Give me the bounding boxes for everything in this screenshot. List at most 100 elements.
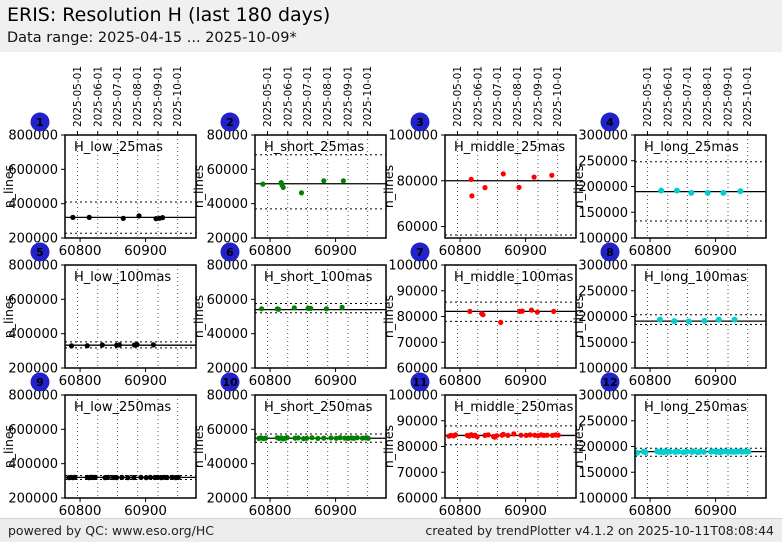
- data-point: [134, 342, 140, 348]
- date-tick-label: 2025-08-01: [702, 66, 714, 127]
- y-tick-label: 300000: [578, 389, 628, 404]
- plot-label: H_short_250mas: [264, 400, 373, 415]
- data-point: [175, 474, 181, 480]
- data-point: [745, 448, 752, 455]
- data-point: [328, 435, 334, 441]
- subplot-H_long_25mas: 2025-05-01 2025-06-01 2025-07-01 2025-08-01…: [571, 66, 767, 259]
- data-point: [262, 435, 269, 441]
- y-tick-label: 200000: [578, 310, 628, 325]
- data-point: [131, 474, 137, 481]
- data-point: [551, 308, 557, 314]
- y-tick-label: 800000: [8, 129, 58, 144]
- x-tick-label: 60800: [59, 503, 102, 518]
- plot-frame: [254, 394, 387, 499]
- date-tick-label: 2025-09-01: [723, 66, 735, 127]
- data-point: [298, 190, 305, 196]
- date-tick-label: 2025-09-01: [533, 66, 545, 127]
- plot-label: H_short_25mas: [264, 140, 364, 155]
- x-tick-label: 60900: [314, 373, 357, 389]
- data-point: [673, 187, 680, 194]
- y-tick-label: 250000: [578, 284, 628, 299]
- data-point: [658, 187, 665, 194]
- plot-frame: [254, 134, 387, 239]
- date-tick-label: 2025-06-01: [282, 66, 294, 127]
- data-point: [365, 435, 371, 441]
- data-point: [72, 474, 78, 480]
- y-tick-label: 200000: [578, 440, 628, 455]
- y-axis-label: n_lines: [191, 425, 206, 468]
- data-point: [143, 475, 149, 481]
- y-tick-label: 600000: [8, 293, 58, 308]
- data-point: [701, 317, 708, 324]
- y-tick-label: 800000: [8, 259, 58, 274]
- data-point: [527, 432, 533, 438]
- data-point: [138, 474, 144, 480]
- y-tick-label: 400000: [8, 327, 58, 342]
- plot-badge-number: 1: [36, 116, 44, 129]
- x-tick-label: 60800: [249, 373, 292, 389]
- date-tick-label: 2025-06-01: [662, 66, 674, 127]
- data-point: [500, 431, 506, 437]
- x-tick-label: 60900: [314, 243, 357, 259]
- plot-area: [65, 265, 196, 368]
- y-tick-label: 100000: [578, 362, 628, 377]
- subplot-H_long_250mas: H_long_250mas 300000 250000 200000 150000 100…: [571, 372, 767, 519]
- data-point: [86, 214, 92, 220]
- data-point: [116, 342, 122, 348]
- y-tick-label: 70000: [397, 336, 438, 351]
- plot-badge: [600, 372, 620, 392]
- y-tick-label: 80000: [207, 389, 248, 404]
- data-point: [498, 319, 504, 325]
- y-tick-label: 80000: [397, 174, 438, 189]
- data-point: [276, 306, 282, 312]
- date-tick-label: 2025-05-01: [262, 66, 274, 127]
- data-point: [308, 305, 314, 311]
- data-point: [452, 432, 459, 438]
- y-tick-label: 400000: [8, 197, 58, 212]
- data-point: [68, 343, 75, 349]
- data-point: [160, 215, 166, 221]
- y-tick-label: 80000: [397, 440, 438, 455]
- plot-badge: [30, 242, 50, 262]
- plot-label: H_low_250mas: [74, 400, 171, 415]
- data-point: [731, 316, 738, 323]
- data-point: [321, 178, 327, 184]
- plots-figure: 2025-05-01 2025-06-01 2025-07-01 2025-08-01…: [0, 52, 782, 519]
- y-tick-label: 300000: [578, 129, 628, 144]
- y-axis-label: n_lines: [1, 295, 16, 338]
- data-point: [485, 432, 491, 438]
- plot-label: H_middle_250mas: [454, 400, 574, 415]
- y-tick-label: 200000: [8, 362, 58, 377]
- plot-badge-number: 5: [36, 246, 44, 259]
- plot-area: [635, 265, 766, 368]
- data-point: [333, 435, 339, 441]
- data-point: [92, 474, 98, 480]
- date-tick-label: 2025-09-01: [153, 66, 165, 127]
- data-point: [323, 306, 329, 312]
- plot-frame: [64, 264, 197, 369]
- date-tick-label: 2025-10-01: [742, 66, 754, 127]
- y-axis-label: n_lines: [571, 165, 586, 208]
- y-tick-label: 100000: [578, 232, 628, 247]
- date-tick-label: 2025-06-01: [472, 66, 484, 127]
- data-point: [315, 435, 321, 441]
- data-point: [500, 171, 506, 177]
- x-tick-label: 60800: [249, 503, 292, 518]
- subplot-H_middle_25mas: 2025-05-01 2025-06-01 2025-07-01 2025-08-01…: [381, 66, 577, 259]
- data-point: [295, 435, 301, 441]
- data-point: [291, 305, 297, 311]
- y-tick-label: 150000: [578, 206, 628, 221]
- y-tick-label: 150000: [578, 336, 628, 351]
- x-tick-label: 60800: [59, 373, 102, 389]
- plot-label: H_low_25mas: [74, 140, 163, 155]
- plot-label: H_long_100mas: [644, 270, 747, 285]
- y-tick-label: 800000: [8, 389, 58, 404]
- footer-qc-link[interactable]: powered by QC: www.eso.org/HC: [8, 523, 214, 538]
- plot-label: H_short_100mas: [264, 270, 373, 285]
- data-point: [675, 448, 682, 455]
- plot-area: [445, 395, 576, 498]
- footer-created-by: created by trendPlotter v4.1.2 on 2025-1…: [425, 523, 774, 538]
- date-tick-label: 2025-08-01: [132, 66, 144, 127]
